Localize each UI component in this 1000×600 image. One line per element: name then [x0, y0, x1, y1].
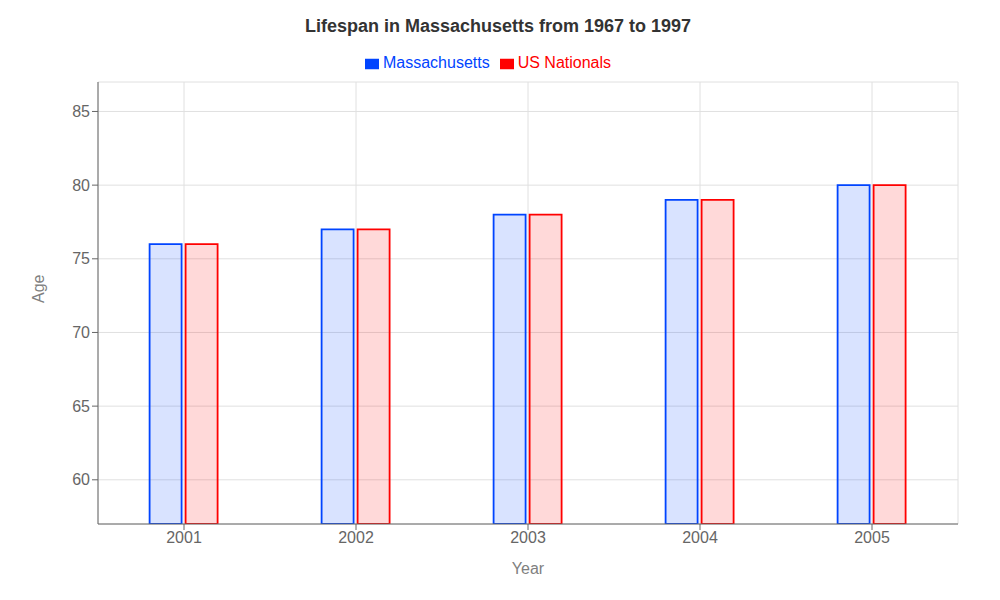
svg-text:2001: 2001	[166, 529, 202, 546]
svg-text:Age: Age	[30, 274, 47, 303]
svg-text:60: 60	[72, 471, 90, 488]
html-text:Lifespan in Massachusetts from: Lifespan in Massachusetts from 1967 to 1…	[304, 16, 692, 36]
svg-text:2004: 2004	[682, 529, 718, 546]
svg-text:80: 80	[72, 177, 90, 194]
svg-text:2003: 2003	[510, 529, 546, 546]
svg-text:75: 75	[72, 250, 90, 267]
svg-text:65: 65	[72, 398, 90, 415]
svg-text:Year: Year	[512, 560, 545, 577]
svg-text:2002: 2002	[338, 529, 374, 546]
svg-text:2005: 2005	[854, 529, 890, 546]
svg-text:70: 70	[72, 324, 90, 341]
svg-text:85: 85	[72, 103, 90, 120]
html-text:US Nationals: US Nationals	[517, 54, 611, 71]
html-text:Massachusetts: Massachusetts	[383, 54, 490, 71]
